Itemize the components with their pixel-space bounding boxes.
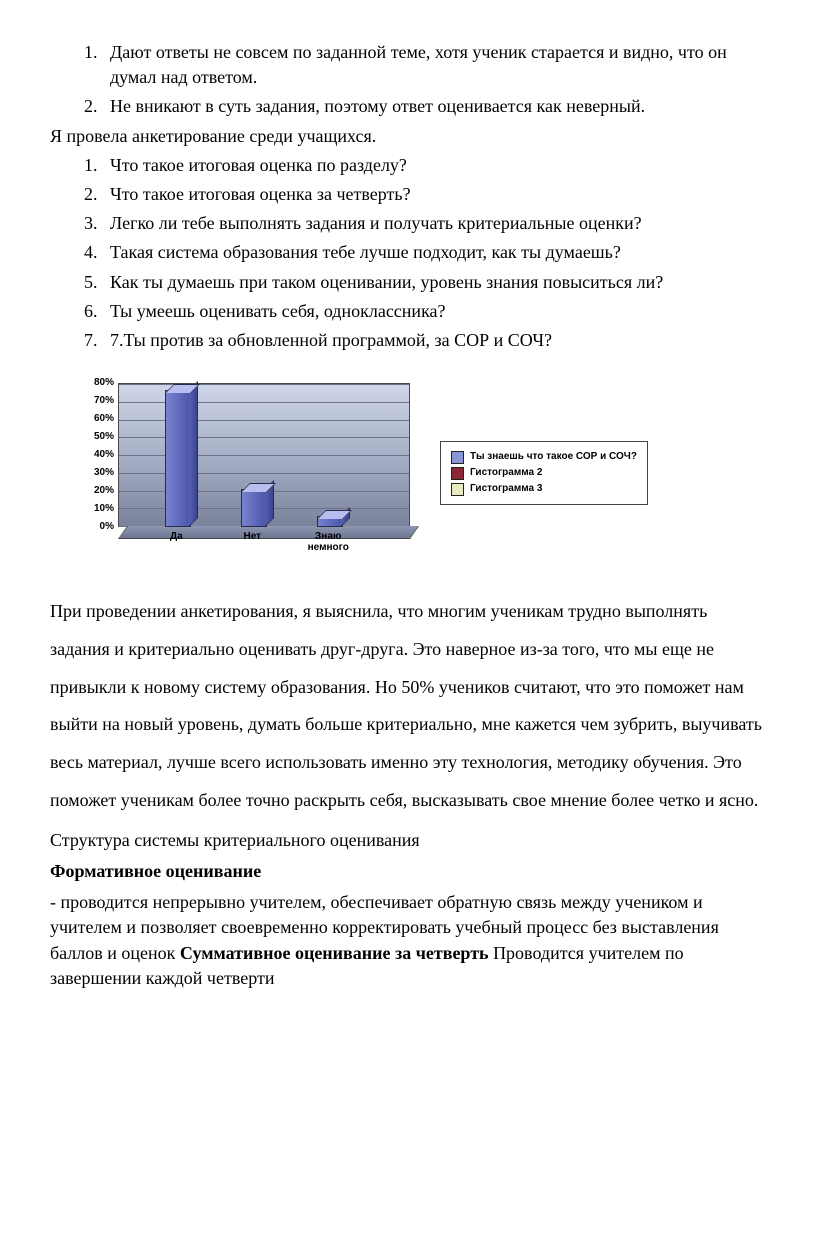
legend-item: Гистограмма 3 [451,482,637,496]
survey-chart: 0%10%20%30%40%50%60%70%80% ДаНетЗнаю нем… [70,383,766,563]
chart-y-axis: 0%10%20%30%40%50%60%70%80% [70,383,116,527]
chart-y-tick: 10% [94,502,114,516]
observation-list: Дают ответы не совсем по заданной теме, … [50,40,766,120]
chart-legend: Ты знаешь что такое СОР и СОЧ? Гистограмм… [440,441,648,505]
question-item: Легко ли тебе выполнять задания и получа… [102,211,766,236]
chart-y-tick: 0% [100,520,114,534]
analysis-paragraph: При проведении анкетирования, я выяснила… [50,593,766,820]
chart-y-tick: 40% [94,448,114,462]
chart-x-label: Да [146,531,206,542]
chart-bars [118,383,410,527]
legend-swatch [451,451,464,464]
legend-label: Гистограмма 3 [470,482,542,496]
legend-label: Гистограмма 2 [470,466,542,480]
question-item: Такая система образования тебе лучше под… [102,240,766,265]
formative-description: - проводится непрерывно учителем, обеспе… [50,890,766,991]
chart-x-label: Нет [222,531,282,542]
question-item: Что такое итоговая оценка по разделу? [102,153,766,178]
legend-label: Ты знаешь что такое СОР и СОЧ? [470,450,637,464]
chart-y-tick: 30% [94,466,114,480]
chart-y-tick: 70% [94,394,114,408]
legend-swatch [451,483,464,496]
question-item: Ты умеешь оценивать себя, одноклассника? [102,299,766,324]
question-item: Что такое итоговая оценка за четверть? [102,182,766,207]
legend-item: Ты знаешь что такое СОР и СОЧ? [451,450,637,464]
observation-item: Дают ответы не совсем по заданной теме, … [102,40,766,90]
chart-bar [241,491,265,527]
chart-x-label: Знаю немного [298,531,358,553]
question-item: 7.Ты против за обновленной программой, з… [102,328,766,353]
chart-y-tick: 80% [94,376,114,390]
chart-plot-area: 0%10%20%30%40%50%60%70%80% ДаНетЗнаю нем… [70,383,410,563]
question-item: Как ты думаешь при таком оценивании, уро… [102,270,766,295]
chart-bar [317,518,341,527]
legend-swatch [451,467,464,480]
observation-item: Не вникают в суть задания, поэтому ответ… [102,94,766,119]
chart-y-tick: 60% [94,412,114,426]
chart-bar [165,392,189,527]
structure-heading: Структура системы критериального оценива… [50,828,766,853]
chart-y-tick: 20% [94,484,114,498]
formative-heading: Формативное оценивание [50,859,766,884]
chart-y-tick: 50% [94,430,114,444]
summative-heading: Суммативное оценивание за четверть [180,943,489,963]
chart-x-labels: Да Нет Знаю немного [118,531,410,563]
legend-item: Гистограмма 2 [451,466,637,480]
survey-intro: Я провела анкетирование среди учащихся. [50,124,766,149]
question-list: Что такое итоговая оценка по разделу? Чт… [50,153,766,353]
